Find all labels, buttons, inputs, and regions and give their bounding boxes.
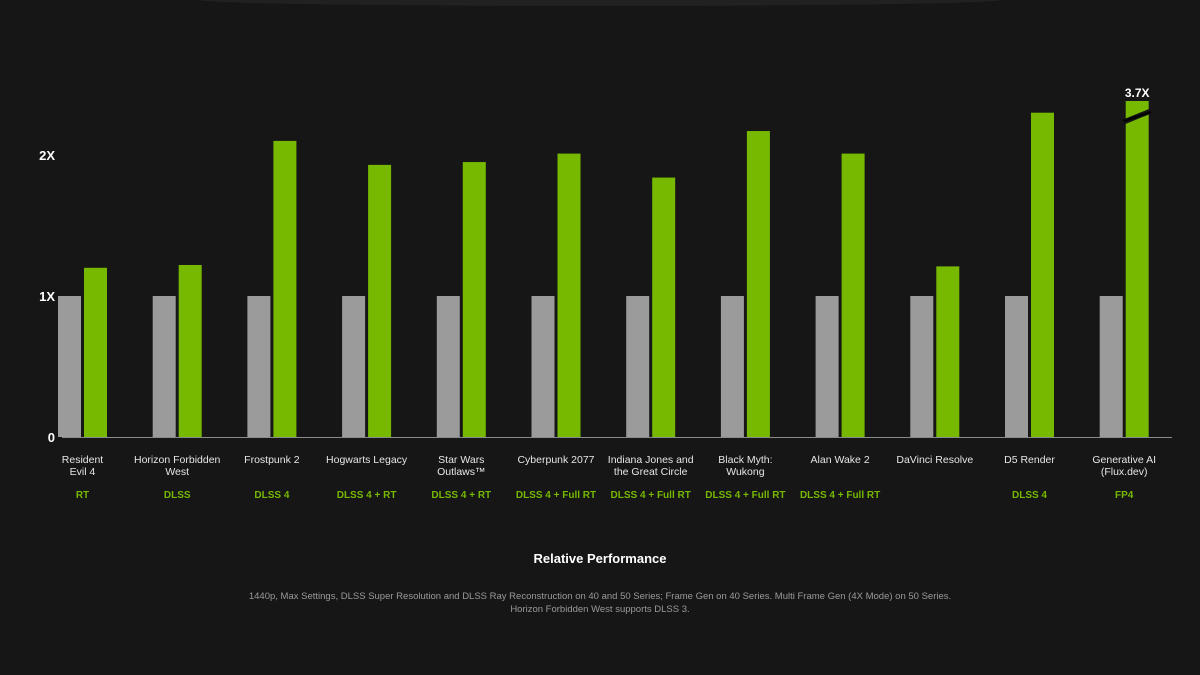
bar-baseline: [720, 296, 744, 437]
category-label: DaVinci Resolve: [896, 454, 973, 466]
bar-baseline: [910, 296, 934, 437]
feature-label: DLSS: [164, 490, 191, 501]
bar-baseline: [436, 296, 460, 437]
footnote-line-2: Horizon Forbidden West supports DLSS 3.: [510, 604, 690, 615]
category-label: Indiana Jones and: [608, 454, 694, 466]
bar-accent: [841, 153, 865, 437]
category-label: Hogwarts Legacy: [326, 454, 408, 466]
feature-label: DLSS 4 + RT: [431, 490, 491, 501]
category-label: West: [165, 466, 189, 478]
y-tick-label: 2X: [39, 148, 55, 163]
x-axis-label: Relative Performance: [533, 551, 667, 566]
bar-baseline: [531, 296, 555, 437]
category-label: D5 Render: [1004, 454, 1055, 466]
bar-accent: [1125, 101, 1149, 437]
feature-label: RT: [76, 490, 89, 501]
category-label: the Great Circle: [614, 466, 688, 478]
bar-accent: [368, 164, 392, 437]
feature-label: DLSS 4 + Full RT: [705, 490, 785, 501]
category-label: Star Wars: [438, 454, 484, 466]
bar-baseline: [1005, 296, 1028, 437]
category-label: Outlaws™: [437, 466, 485, 478]
y-tick-label: 0: [48, 430, 55, 445]
axis-break-slash: [1123, 110, 1152, 123]
bar-accent: [178, 264, 202, 437]
feature-label: DLSS 4 + RT: [337, 490, 397, 501]
category-label: Cyberpunk 2077: [517, 454, 594, 466]
callout-label: 3.7X: [1125, 86, 1150, 100]
category-label: Wukong: [726, 466, 764, 478]
bar-baseline: [152, 296, 176, 437]
feature-label: FP4: [1115, 490, 1134, 501]
feature-label: DLSS 4 + Full RT: [611, 490, 691, 501]
top-glow: [200, 0, 1000, 6]
y-tick-label: 1X: [39, 289, 55, 304]
footnote: 1440p, Max Settings, DLSS Super Resoluti…: [0, 590, 1200, 616]
bar-baseline: [626, 296, 650, 437]
category-label: Evil 4: [70, 466, 96, 478]
category-label: Resident: [62, 454, 104, 466]
category-label: Black Myth:: [718, 454, 772, 466]
category-label: Generative AI: [1092, 454, 1156, 466]
feature-label: DLSS 4 + Full RT: [800, 490, 880, 501]
bar-accent: [462, 162, 486, 438]
bar-baseline: [247, 296, 271, 437]
bar-baseline: [58, 296, 81, 437]
bar-baseline: [1099, 296, 1123, 437]
bar-accent: [1031, 112, 1054, 437]
bar-accent: [746, 131, 770, 437]
feature-label: DLSS 4: [254, 490, 289, 501]
bar-accent: [273, 140, 297, 437]
bar-accent: [84, 267, 107, 437]
feature-label: DLSS 4 + Full RT: [516, 490, 596, 501]
category-label: (Flux.dev): [1101, 466, 1148, 478]
bar-baseline: [815, 296, 839, 437]
bar-accent: [652, 177, 676, 437]
feature-label: DLSS 4: [1012, 490, 1047, 501]
bar-accent: [936, 266, 960, 437]
bar-accent: [557, 153, 581, 437]
footnote-line-1: 1440p, Max Settings, DLSS Super Resoluti…: [248, 591, 952, 602]
bar-baseline: [342, 296, 366, 437]
category-label: Horizon Forbidden: [134, 454, 221, 466]
category-label: Alan Wake 2: [811, 454, 870, 466]
category-label: Frostpunk 2: [244, 454, 300, 466]
